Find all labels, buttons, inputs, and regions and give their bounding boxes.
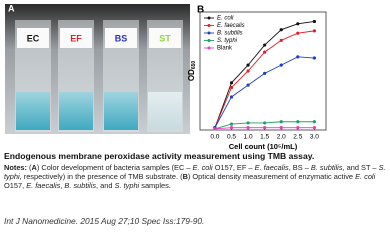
point bbox=[279, 126, 283, 130]
note-text: O157, EF – bbox=[212, 163, 255, 172]
panel-label: A bbox=[8, 3, 15, 13]
x-axis-label: Cell count (10⁵/mL) bbox=[229, 142, 298, 151]
note-text: O157, bbox=[4, 181, 27, 190]
legend-label: Blank bbox=[217, 46, 233, 52]
point bbox=[263, 126, 267, 130]
note-text: , respectively) in the presence of TMB s… bbox=[19, 172, 183, 181]
note-text: , bbox=[60, 181, 65, 190]
tube-label-bg bbox=[149, 28, 181, 48]
point bbox=[213, 127, 217, 131]
note-text: samples. bbox=[139, 181, 171, 190]
x-tick-label: 3.0 bbox=[310, 134, 319, 141]
y-label-main: OD bbox=[187, 69, 196, 81]
point bbox=[279, 63, 283, 67]
x-tick-label: 0.0 bbox=[210, 134, 219, 141]
note-text: E. coli bbox=[355, 172, 376, 181]
point bbox=[296, 22, 300, 26]
point bbox=[246, 63, 250, 67]
legend-marker bbox=[207, 39, 211, 42]
point bbox=[229, 126, 234, 130]
point bbox=[312, 126, 316, 130]
point bbox=[312, 120, 316, 124]
note-text: B. subtilis bbox=[64, 181, 97, 190]
legend-marker bbox=[207, 16, 211, 20]
point bbox=[312, 19, 316, 24]
point bbox=[279, 38, 283, 42]
point bbox=[296, 31, 300, 35]
legend-label: E. faecalis bbox=[217, 23, 245, 29]
point bbox=[229, 81, 234, 85]
tube-label: BS bbox=[115, 33, 128, 43]
point bbox=[263, 71, 267, 75]
legend-label: E. coli bbox=[217, 16, 234, 22]
point bbox=[312, 56, 316, 60]
note-text: B bbox=[182, 172, 188, 181]
tube-label: ST bbox=[159, 33, 171, 43]
caption: Endogenous membrane peroxidase activity … bbox=[4, 151, 386, 191]
plot-frame bbox=[199, 11, 327, 131]
point bbox=[263, 43, 267, 47]
note-text: , and ST – bbox=[342, 163, 379, 172]
y-label-sub: 650 bbox=[191, 61, 197, 70]
note-text: S. typhi bbox=[4, 163, 386, 181]
point bbox=[296, 126, 300, 130]
note-text: B. subtilis bbox=[310, 163, 343, 172]
point bbox=[312, 29, 316, 33]
tube-label-bg bbox=[17, 28, 49, 48]
chart: 0.0 0.5 1.0 1.5 2.0 2.5 3.0 Cell count (10⁵/mL)… bbox=[187, 11, 327, 151]
point bbox=[229, 95, 234, 99]
point bbox=[279, 28, 283, 32]
panel-label: B bbox=[197, 5, 204, 16]
tube-label-bg bbox=[105, 28, 137, 48]
point bbox=[263, 121, 267, 125]
note-text: A bbox=[31, 163, 37, 172]
note-text: , BS – bbox=[288, 163, 311, 172]
legend-label: S. typhi bbox=[217, 38, 238, 44]
note-text: E. faecalis bbox=[26, 181, 61, 190]
caption-notes: Notes: (A) Color development of bacteria… bbox=[4, 163, 386, 190]
x-tick-label: 1.5 bbox=[260, 134, 269, 141]
point bbox=[279, 120, 283, 124]
tube-label: EC bbox=[27, 33, 40, 43]
x-tick-label: 1.0 bbox=[244, 134, 253, 141]
note-text: S. typhi bbox=[114, 181, 140, 190]
caption-title: Endogenous membrane peroxidase activity … bbox=[4, 151, 315, 161]
point bbox=[246, 121, 250, 125]
notes-label: Notes: bbox=[4, 163, 27, 172]
note-text: ) Optical density measurement of enzymat… bbox=[187, 172, 356, 181]
x-tick-label: 2.5 bbox=[293, 134, 302, 141]
point bbox=[229, 122, 234, 126]
citation: Int J Nanomedicine. 2015 Aug 27;10 Spec … bbox=[4, 216, 205, 226]
tubes: EC EF BS ST bbox=[15, 20, 183, 132]
tube-label: EF bbox=[70, 33, 82, 43]
note-text: E. faecalis bbox=[254, 163, 289, 172]
note-text: ) Color development of bacteria samples … bbox=[36, 163, 193, 172]
point bbox=[296, 55, 300, 59]
tube-liquid bbox=[16, 92, 50, 130]
point bbox=[246, 69, 250, 73]
point bbox=[229, 85, 234, 90]
point bbox=[263, 50, 267, 54]
figure: A EC EF BS ST B 0.0 0.5 1.0 1.5 2.0 2.5 3.0 Cell c… bbox=[5, 3, 327, 151]
point bbox=[296, 120, 300, 124]
tube-liquid bbox=[148, 92, 182, 130]
x-tick-label: 0.5 bbox=[227, 134, 236, 141]
legend-marker bbox=[207, 24, 211, 27]
point bbox=[246, 83, 250, 87]
x-tick-label: 2.0 bbox=[277, 134, 286, 141]
tube-label-bg bbox=[60, 28, 92, 48]
note-text: , and bbox=[96, 181, 115, 190]
point bbox=[246, 126, 250, 130]
tube-liquid bbox=[104, 92, 138, 130]
legend-marker bbox=[207, 31, 211, 35]
note-text: E. coli bbox=[192, 163, 213, 172]
tube-liquid bbox=[59, 92, 93, 130]
legend-marker bbox=[207, 46, 211, 50]
note-text: ( bbox=[27, 163, 32, 172]
y-axis-label: OD650 bbox=[187, 61, 197, 82]
legend-label: B. subtilis bbox=[217, 31, 243, 37]
